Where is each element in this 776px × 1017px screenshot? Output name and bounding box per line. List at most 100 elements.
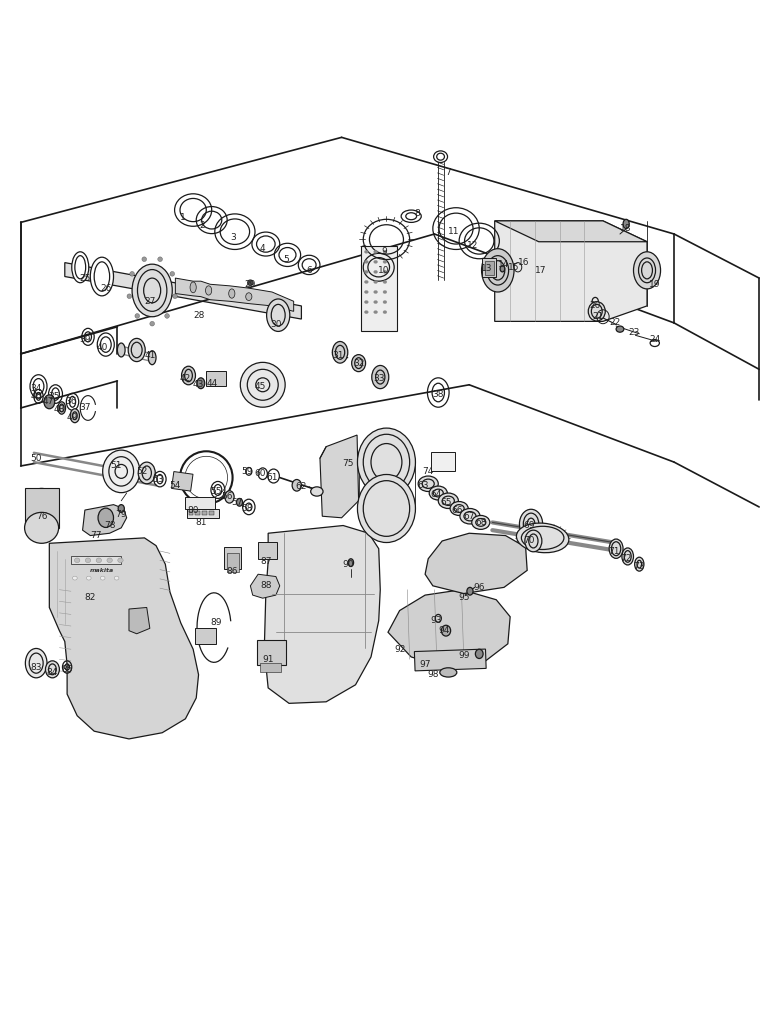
Bar bbox=[258, 542, 278, 558]
Text: 89: 89 bbox=[210, 618, 222, 627]
Ellipse shape bbox=[383, 281, 387, 284]
Text: 12: 12 bbox=[467, 241, 479, 250]
Ellipse shape bbox=[460, 508, 480, 524]
Text: 45: 45 bbox=[255, 381, 266, 391]
Ellipse shape bbox=[616, 326, 624, 333]
Text: 95: 95 bbox=[458, 593, 469, 602]
Text: 16: 16 bbox=[518, 258, 529, 267]
Ellipse shape bbox=[633, 252, 660, 289]
Ellipse shape bbox=[229, 289, 235, 298]
Text: 37: 37 bbox=[79, 404, 91, 413]
Ellipse shape bbox=[372, 365, 389, 388]
Ellipse shape bbox=[132, 264, 172, 316]
Text: 1: 1 bbox=[180, 214, 186, 223]
Polygon shape bbox=[361, 245, 397, 331]
Ellipse shape bbox=[206, 286, 212, 295]
Text: 5: 5 bbox=[283, 255, 289, 264]
Ellipse shape bbox=[622, 548, 633, 565]
Ellipse shape bbox=[348, 558, 354, 566]
Ellipse shape bbox=[248, 280, 253, 286]
Text: 18: 18 bbox=[620, 224, 632, 233]
Ellipse shape bbox=[70, 409, 79, 423]
Bar bbox=[171, 472, 193, 491]
Text: 76: 76 bbox=[36, 512, 47, 521]
Text: 84: 84 bbox=[46, 668, 57, 677]
Ellipse shape bbox=[74, 558, 80, 562]
Ellipse shape bbox=[365, 271, 369, 274]
Text: 92: 92 bbox=[394, 645, 405, 654]
Ellipse shape bbox=[130, 272, 134, 277]
Ellipse shape bbox=[374, 291, 378, 294]
Ellipse shape bbox=[609, 539, 623, 558]
Text: 96: 96 bbox=[473, 583, 485, 592]
Ellipse shape bbox=[197, 378, 205, 388]
Ellipse shape bbox=[519, 510, 542, 539]
Text: 97: 97 bbox=[419, 660, 431, 669]
Text: 46: 46 bbox=[30, 392, 42, 401]
Bar bbox=[431, 452, 456, 472]
Ellipse shape bbox=[71, 252, 88, 283]
Ellipse shape bbox=[623, 220, 629, 229]
Text: 9: 9 bbox=[381, 246, 387, 255]
Text: 39: 39 bbox=[79, 336, 91, 345]
Bar bbox=[185, 497, 215, 508]
Ellipse shape bbox=[383, 300, 387, 304]
Text: 69: 69 bbox=[523, 521, 535, 530]
Text: 58: 58 bbox=[241, 504, 253, 513]
Bar bbox=[260, 663, 281, 672]
Ellipse shape bbox=[635, 557, 644, 572]
Text: 79: 79 bbox=[116, 511, 127, 520]
Ellipse shape bbox=[225, 491, 234, 503]
Text: 3: 3 bbox=[230, 233, 236, 242]
Bar bbox=[483, 258, 496, 277]
Ellipse shape bbox=[107, 558, 113, 562]
Ellipse shape bbox=[374, 271, 378, 274]
Text: 27: 27 bbox=[144, 297, 155, 306]
Bar bbox=[25, 487, 59, 528]
Text: 85: 85 bbox=[61, 665, 73, 674]
Text: 86: 86 bbox=[226, 567, 237, 577]
Text: 61: 61 bbox=[266, 473, 278, 482]
Text: 30: 30 bbox=[270, 320, 282, 328]
Ellipse shape bbox=[150, 321, 154, 326]
Text: 25: 25 bbox=[79, 274, 91, 283]
Text: 73: 73 bbox=[633, 562, 645, 571]
Ellipse shape bbox=[438, 493, 459, 508]
Ellipse shape bbox=[182, 366, 196, 384]
Text: 72: 72 bbox=[621, 554, 632, 563]
Text: 90: 90 bbox=[342, 559, 354, 569]
Text: 93: 93 bbox=[430, 616, 442, 625]
Text: 75: 75 bbox=[342, 459, 354, 468]
Ellipse shape bbox=[98, 508, 113, 528]
Ellipse shape bbox=[58, 402, 65, 414]
Text: 31: 31 bbox=[332, 351, 344, 360]
Text: 91: 91 bbox=[262, 655, 274, 664]
Ellipse shape bbox=[26, 649, 47, 678]
Bar bbox=[206, 371, 226, 386]
Ellipse shape bbox=[332, 342, 348, 363]
Text: 38: 38 bbox=[432, 390, 444, 399]
Ellipse shape bbox=[165, 313, 169, 318]
Text: 74: 74 bbox=[422, 467, 434, 476]
Text: 13: 13 bbox=[481, 264, 493, 274]
Text: makita: makita bbox=[90, 567, 114, 573]
Text: 67: 67 bbox=[463, 512, 475, 521]
Text: 50: 50 bbox=[30, 454, 42, 463]
Text: 19: 19 bbox=[649, 280, 660, 289]
Text: 2: 2 bbox=[199, 221, 205, 230]
Ellipse shape bbox=[450, 501, 468, 516]
Ellipse shape bbox=[365, 291, 369, 294]
Text: 44: 44 bbox=[206, 378, 217, 387]
Text: 34: 34 bbox=[30, 384, 42, 394]
Ellipse shape bbox=[118, 558, 123, 562]
Text: 42: 42 bbox=[180, 374, 191, 383]
Text: 23: 23 bbox=[629, 327, 639, 337]
Ellipse shape bbox=[525, 530, 542, 552]
Polygon shape bbox=[265, 526, 380, 704]
Ellipse shape bbox=[588, 302, 605, 321]
Bar bbox=[210, 511, 214, 516]
Ellipse shape bbox=[128, 339, 145, 362]
Text: 51: 51 bbox=[110, 462, 122, 471]
Polygon shape bbox=[495, 221, 647, 321]
Text: 60: 60 bbox=[255, 469, 266, 478]
